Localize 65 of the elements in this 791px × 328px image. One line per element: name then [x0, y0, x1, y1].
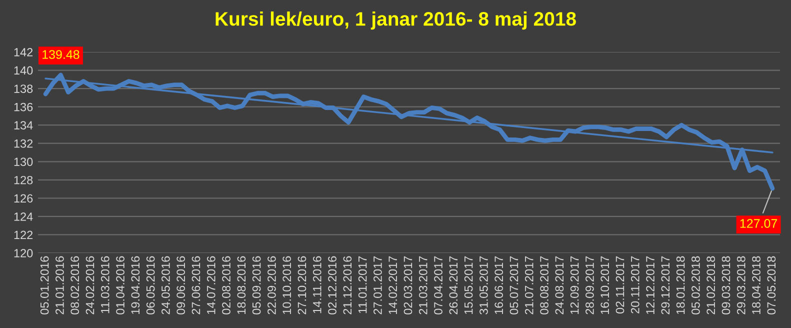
x-tick-label: 31.05.2017	[480, 256, 488, 314]
y-tick-label: 134	[14, 121, 33, 130]
y-tick-label: 136	[14, 102, 33, 112]
x-tick-label: 11.01.2017	[358, 256, 367, 314]
x-tick-label: 22.09.2016	[268, 256, 276, 314]
x-tick-label: 21.07.2017	[524, 256, 534, 314]
x-tick-label: 08.08.2017	[540, 256, 548, 314]
x-tick-label: 02.08.2016	[222, 256, 230, 314]
x-tick-label: 05.02.2018	[692, 256, 700, 314]
x-tick-label: 02.03.2017	[404, 256, 412, 314]
x-tick-label: 07.04.2017	[434, 256, 442, 314]
x-tick-label: 28.09.2017	[586, 256, 594, 314]
x-tick-label: 14.07.2016	[206, 256, 216, 314]
x-tick-label: 06.05.2016	[146, 256, 155, 314]
x-tick-label: 02.12.2016	[328, 256, 336, 314]
x-tick-label: 27.01.2017	[374, 256, 382, 314]
x-tick-label: 27.06.2016	[192, 256, 200, 314]
x-tick-label: 11.03.2016	[100, 256, 110, 314]
x-tick-label: 29.03.2018	[736, 256, 746, 314]
x-tick-label: 21.01.2016	[56, 256, 64, 314]
x-tick-label: 21.03.2017	[418, 256, 428, 314]
x-tick-label: 21.02.2018	[706, 256, 716, 314]
line-series	[43, 72, 775, 191]
x-tick-label: 15.05.2017	[464, 256, 473, 314]
x-tick-label: 14.02.2017	[388, 256, 398, 314]
y-tick-label: 142	[14, 48, 33, 56]
y-tick-label: 124	[14, 212, 33, 221]
x-tick-label: 18.08.2016	[237, 256, 246, 314]
y-tick-label: 138	[14, 84, 33, 93]
y-tick-label: 140	[14, 66, 33, 75]
x-tick-label: 02.11.2017	[616, 256, 624, 314]
x-tick-label: 09.06.2016	[176, 256, 186, 314]
x-tick-label: 18.04.2018	[752, 256, 760, 314]
x-tick-label: 12.09.2017	[570, 256, 579, 314]
x-tick-label: 29.12.2017	[661, 256, 670, 314]
y-tick-label: 132	[14, 139, 33, 148]
x-tick-label: 14.11.2016	[312, 256, 322, 314]
x-tick-label: 12.12.2017	[646, 256, 654, 314]
x-tick-label: 10.10.2016	[282, 256, 292, 314]
x-tick-label: 24.02.2016	[86, 256, 94, 314]
x-tick-label: 26.04.2017	[449, 256, 458, 314]
x-tick-label: 18.01.2018	[676, 256, 685, 314]
x-tick-label: 05.07.2017	[510, 256, 518, 314]
x-tick-label: 07.05.2018	[767, 256, 776, 314]
data-label: 139.48	[42, 50, 80, 59]
x-tick-label: 21.12.2016	[343, 256, 352, 314]
x-tick-label: 09.03.2018	[722, 256, 730, 314]
x-tick-label: 05.01.2016	[40, 256, 49, 314]
x-tick-label: 01.04.2016	[116, 256, 124, 314]
y-tick-label: 126	[14, 194, 33, 203]
x-tick-label: 16.06.2017	[494, 256, 504, 314]
x-tick-label: 19.04.2016	[131, 256, 140, 314]
x-tick-label: 20.11.2017	[630, 256, 640, 314]
x-tick-label: 08.02.2016	[70, 256, 80, 314]
y-tick-label: 122	[14, 230, 33, 240]
x-tick-label: 24.05.2016	[162, 256, 170, 314]
data-label: 127.07	[740, 219, 778, 228]
x-tick-label: 05.09.2016	[252, 256, 261, 314]
y-tick-label: 128	[14, 176, 33, 184]
chart-title: Kursi lek/euro, 1 janar 2016- 8 maj 2018	[216, 11, 576, 30]
x-tick-label: 24.08.2017	[555, 256, 564, 314]
x-tick-label: 27.10.2016	[298, 256, 306, 314]
y-tick-label: 120	[14, 249, 33, 258]
y-tick-label: 130	[14, 158, 33, 166]
x-tick-label: 16.10.2017	[600, 256, 610, 314]
